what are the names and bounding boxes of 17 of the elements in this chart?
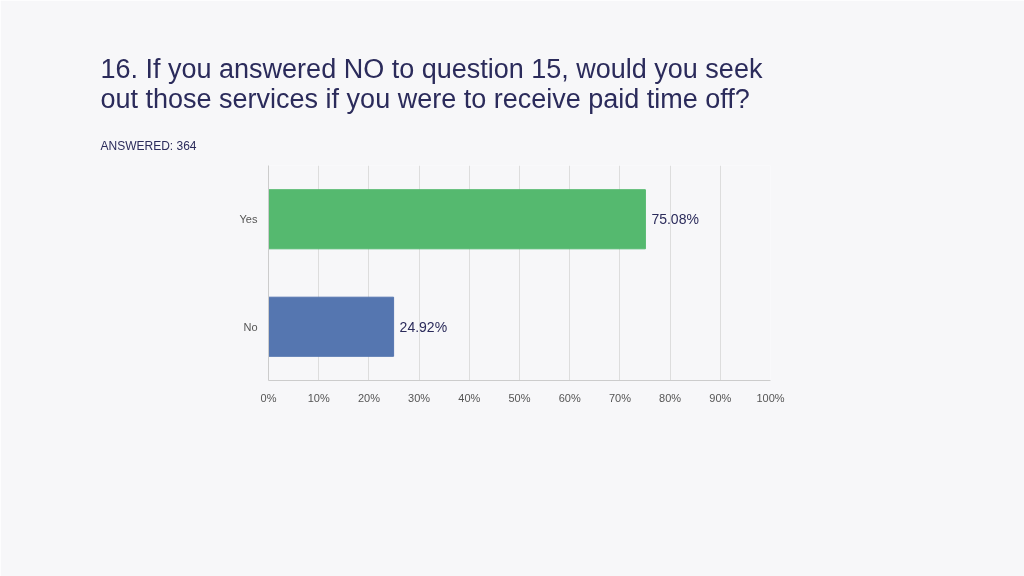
x-tick-label: 40% bbox=[458, 391, 481, 404]
chart-title: 16. If you answered NO to question 15, would you seek out those services if you were to receive paid time off? bbox=[100, 53, 763, 114]
data-label: 75.08% bbox=[651, 211, 699, 228]
x-tick-label: 100% bbox=[756, 391, 785, 404]
text: ANSWERED: 364 bbox=[100, 138, 197, 153]
data-label: 24.92% bbox=[399, 318, 448, 335]
x-tick-label: 20% bbox=[357, 391, 381, 404]
y-tick-label: Yes bbox=[239, 213, 258, 226]
x-tick-label: 80% bbox=[659, 391, 682, 404]
x-tick-label: 10% bbox=[307, 391, 330, 404]
x-tick-label: 0% bbox=[260, 391, 277, 404]
x-tick-label: 60% bbox=[558, 391, 581, 404]
x-tick-label: 90% bbox=[709, 391, 732, 404]
x-tick-label: 70% bbox=[608, 391, 632, 404]
x-tick-label: 50% bbox=[508, 391, 531, 404]
y-tick-label: No bbox=[243, 320, 258, 333]
x-tick-label: 30% bbox=[408, 391, 431, 404]
